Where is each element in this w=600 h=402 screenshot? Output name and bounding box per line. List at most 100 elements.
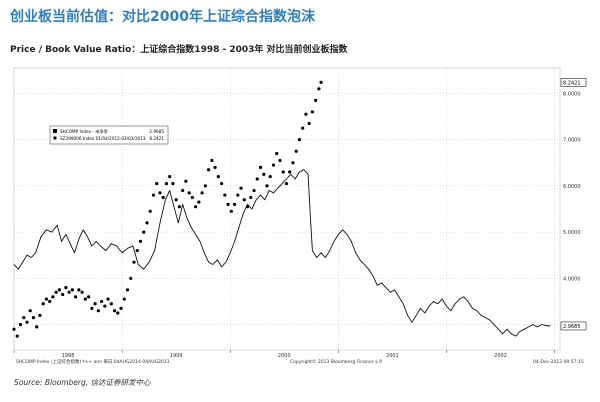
data-point bbox=[271, 163, 276, 167]
data-point bbox=[268, 190, 270, 191]
data-point bbox=[177, 205, 182, 209]
data-point bbox=[437, 303, 439, 305]
data-point bbox=[376, 284, 378, 286]
data-point bbox=[83, 297, 87, 301]
data-point bbox=[536, 326, 538, 328]
data-point bbox=[288, 170, 292, 174]
data-point bbox=[80, 290, 84, 294]
last-value-label: 8.2421 bbox=[563, 80, 581, 86]
bloomberg-footer-right: Copyright© 2013 Bloomberg Finance L.P. bbox=[290, 358, 383, 365]
data-point bbox=[428, 305, 430, 307]
data-point bbox=[407, 314, 408, 316]
last-value-box bbox=[560, 78, 587, 87]
data-point bbox=[454, 303, 456, 305]
x-tick-label: 2001 bbox=[386, 353, 399, 359]
data-point bbox=[169, 190, 171, 191]
data-point bbox=[210, 158, 214, 163]
data-point bbox=[61, 241, 62, 242]
data-point bbox=[297, 138, 302, 142]
legend-label: SZ399006 Index 01/04/2012-03/03/2013 bbox=[60, 136, 146, 141]
data-point bbox=[238, 227, 240, 228]
data-point bbox=[463, 296, 465, 298]
data-point bbox=[116, 245, 118, 247]
data-point bbox=[44, 297, 49, 301]
data-point bbox=[182, 204, 184, 205]
data-point bbox=[26, 254, 28, 256]
data-point bbox=[301, 126, 305, 130]
page-title: 创业板当前估值：对比2000年上证综合指数泡沫 bbox=[10, 9, 315, 25]
data-point bbox=[275, 151, 279, 156]
data-point bbox=[245, 205, 250, 209]
data-point bbox=[441, 298, 443, 300]
data-point bbox=[91, 245, 93, 247]
data-point bbox=[262, 172, 266, 176]
last-value-label: 2.9685 bbox=[563, 324, 581, 330]
data-point bbox=[54, 290, 58, 294]
y-tick-label: 4.0000 bbox=[563, 276, 581, 282]
data-point bbox=[74, 295, 78, 299]
data-point bbox=[239, 186, 243, 190]
data-point bbox=[291, 161, 295, 165]
data-point bbox=[127, 247, 128, 249]
data-point bbox=[109, 302, 113, 306]
data-point bbox=[116, 311, 120, 315]
data-point bbox=[99, 299, 104, 304]
data-point bbox=[359, 259, 361, 261]
data-point bbox=[268, 175, 272, 179]
data-point bbox=[219, 181, 224, 186]
x-tick-label: 1999 bbox=[170, 353, 183, 359]
data-point bbox=[148, 261, 150, 263]
data-point bbox=[174, 198, 178, 202]
data-point bbox=[424, 312, 426, 314]
data-point bbox=[61, 292, 65, 297]
data-point bbox=[312, 250, 313, 251]
data-point bbox=[22, 316, 26, 320]
legend-label: SHCOMP Index - 市净率 bbox=[60, 128, 108, 135]
data-point bbox=[190, 227, 192, 228]
data-point bbox=[489, 319, 491, 321]
data-point bbox=[314, 98, 318, 102]
data-point bbox=[309, 213, 311, 214]
data-point bbox=[112, 309, 117, 313]
data-point bbox=[273, 192, 274, 194]
data-point bbox=[203, 184, 207, 188]
data-point bbox=[13, 264, 15, 265]
data-point bbox=[316, 257, 318, 258]
data-point bbox=[142, 230, 146, 234]
data-point bbox=[216, 175, 220, 179]
data-point bbox=[135, 249, 139, 253]
data-point bbox=[148, 209, 152, 213]
data-point bbox=[229, 209, 233, 213]
y-tick-label: 6.0000 bbox=[563, 184, 581, 190]
data-point bbox=[31, 316, 36, 320]
data-point bbox=[251, 208, 253, 210]
data-point bbox=[329, 250, 331, 251]
x-tick-label: 2000 bbox=[278, 353, 291, 359]
data-point bbox=[372, 275, 374, 277]
data-point bbox=[532, 324, 534, 325]
data-point bbox=[247, 204, 248, 205]
data-point bbox=[385, 287, 387, 288]
data-point bbox=[281, 183, 283, 184]
data-point bbox=[35, 252, 36, 254]
data-point bbox=[242, 198, 246, 202]
data-point bbox=[28, 309, 32, 313]
data-point bbox=[472, 308, 473, 309]
data-point bbox=[119, 306, 123, 310]
data-point bbox=[87, 236, 88, 238]
data-point bbox=[317, 87, 321, 91]
data-point bbox=[165, 199, 166, 201]
data-point bbox=[510, 333, 512, 335]
data-point bbox=[226, 202, 230, 206]
data-point bbox=[342, 229, 344, 231]
data-point bbox=[493, 324, 495, 325]
data-point bbox=[129, 276, 133, 280]
data-point bbox=[485, 317, 486, 318]
series-2 bbox=[12, 80, 323, 338]
data-point bbox=[122, 297, 126, 301]
chart-subtitle: Price / Book Value Ratio：上证综合指数1998 - 20… bbox=[10, 45, 348, 55]
data-point bbox=[304, 112, 308, 116]
data-point bbox=[168, 175, 172, 179]
data-point bbox=[519, 331, 521, 332]
data-point bbox=[381, 282, 382, 284]
